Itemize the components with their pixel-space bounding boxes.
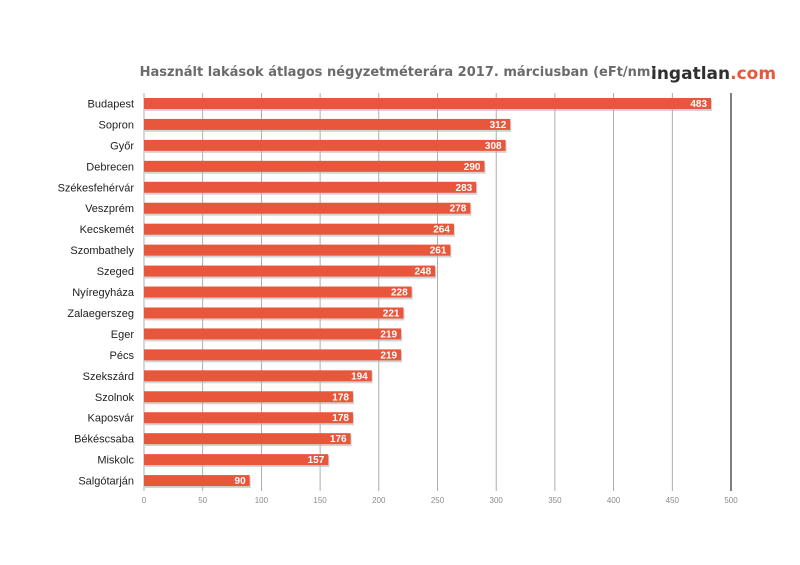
data-label: 219	[380, 350, 397, 361]
bars	[144, 97, 713, 489]
category-label: Budapest	[88, 98, 134, 110]
category-labels: Budapest Sopron Győr Debrecen Székesfehérvár…	[58, 98, 135, 487]
data-label: 261	[430, 246, 447, 257]
bar	[144, 475, 250, 487]
bar	[144, 244, 451, 256]
data-label: 157	[308, 455, 325, 466]
category-label: Székesfehérvár	[58, 182, 135, 194]
category-label: Békéscsaba	[74, 434, 135, 446]
bar	[144, 223, 454, 235]
bar	[144, 433, 351, 445]
data-label: 194	[351, 371, 368, 382]
chart-title: Használt lakások átlagos négyzetméterára…	[140, 65, 657, 80]
data-label: 283	[456, 183, 473, 194]
x-tick-label: 300	[490, 496, 504, 505]
bar	[144, 391, 353, 403]
category-label: Sopron	[99, 119, 134, 131]
category-label: Pécs	[110, 350, 135, 362]
data-label: 290	[464, 162, 481, 173]
data-label: 248	[414, 267, 431, 278]
category-label: Kaposvár	[88, 413, 135, 425]
data-label: 483	[690, 99, 707, 110]
x-tick-label: 150	[313, 496, 327, 505]
category-label: Zalaegerszeg	[67, 308, 134, 320]
bar	[144, 286, 412, 298]
bar	[144, 118, 511, 130]
data-label: 178	[332, 392, 349, 403]
data-label: 264	[433, 225, 450, 236]
bar	[144, 307, 404, 319]
data-label: 308	[485, 141, 502, 152]
bar	[144, 202, 471, 214]
category-label: Szolnok	[95, 392, 135, 404]
data-label: 228	[391, 288, 408, 299]
category-label: Eger	[111, 329, 135, 341]
bar	[144, 454, 329, 466]
brand-logo: ingatlan.com	[651, 64, 776, 84]
x-axis-ticks: 0 50 100 150 200 250 300 350 400 450 500	[142, 496, 738, 505]
bar	[144, 160, 485, 172]
x-tick-label: 450	[666, 496, 680, 505]
x-tick-label: 250	[431, 496, 445, 505]
data-label: 178	[332, 413, 349, 424]
data-label: 176	[330, 434, 347, 445]
bar	[144, 412, 353, 424]
data-label: 90	[235, 476, 247, 487]
category-label: Szeged	[97, 266, 134, 278]
category-label: Kecskemét	[80, 224, 134, 236]
bar	[144, 349, 402, 361]
category-label: Veszprém	[85, 203, 134, 215]
data-label: 221	[383, 308, 400, 319]
data-label: 219	[380, 329, 397, 340]
brand-logo-suffix: .com	[730, 64, 776, 84]
category-label: Győr	[110, 140, 134, 152]
x-tick-label: 200	[372, 496, 386, 505]
data-label: 312	[490, 120, 507, 131]
bar	[144, 265, 436, 277]
bar	[144, 97, 712, 109]
category-label: Nyíregyháza	[72, 287, 135, 299]
category-label: Salgótarján	[78, 476, 134, 488]
brand-logo-main: ingatlan	[651, 64, 730, 84]
x-tick-label: 0	[142, 496, 147, 505]
category-label: Szombathely	[70, 245, 134, 257]
x-tick-label: 350	[548, 496, 562, 505]
bar	[144, 370, 372, 382]
category-label: Debrecen	[86, 161, 134, 173]
x-tick-label: 400	[607, 496, 621, 505]
x-tick-label: 100	[255, 496, 269, 505]
category-label: Miskolc	[97, 455, 134, 467]
bar	[144, 328, 402, 340]
bar	[144, 139, 506, 151]
data-label: 278	[450, 204, 467, 215]
category-label: Szekszárd	[83, 371, 134, 383]
x-tick-label: 500	[724, 496, 738, 505]
bar	[144, 181, 477, 193]
x-tick-label: 50	[198, 496, 207, 505]
